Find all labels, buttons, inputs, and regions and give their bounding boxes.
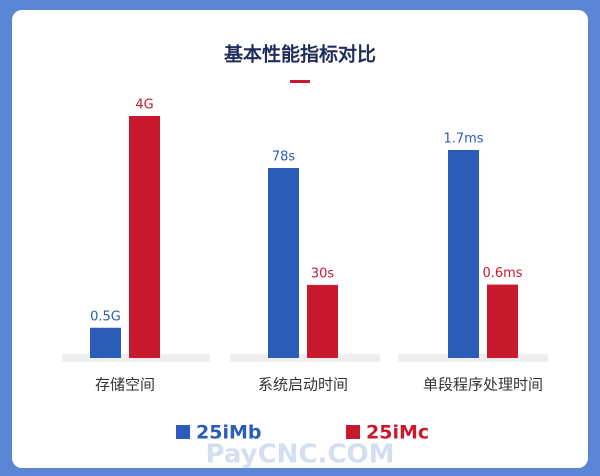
legend-label: 25iMb — [196, 422, 261, 444]
bar — [268, 168, 299, 358]
value-label: 1.7ms — [443, 132, 483, 147]
x-tick-label: 单段程序处理时间 — [423, 376, 543, 394]
x-tick-label: 系统启动时间 — [258, 376, 348, 394]
bar — [90, 327, 121, 358]
platform — [230, 354, 380, 362]
value-label: 30s — [311, 266, 335, 281]
bar — [307, 284, 338, 358]
legend-label: 25iMc — [366, 422, 429, 444]
value-label: 0.5G — [90, 309, 121, 324]
bar — [487, 284, 518, 358]
x-tick-label: 存储空间 — [95, 376, 155, 394]
panel — [12, 10, 588, 468]
value-label: 78s — [272, 150, 296, 165]
legend-swatch — [176, 425, 190, 439]
bar — [448, 150, 479, 358]
value-label: 0.6ms — [482, 266, 522, 281]
chart-title: 基本性能指标对比 — [223, 43, 376, 66]
value-label: 4G — [135, 98, 153, 113]
legend-swatch — [346, 425, 360, 439]
title-underline — [290, 80, 310, 83]
watermark: PayCNC.COM — [206, 440, 395, 470]
bar — [129, 116, 160, 358]
